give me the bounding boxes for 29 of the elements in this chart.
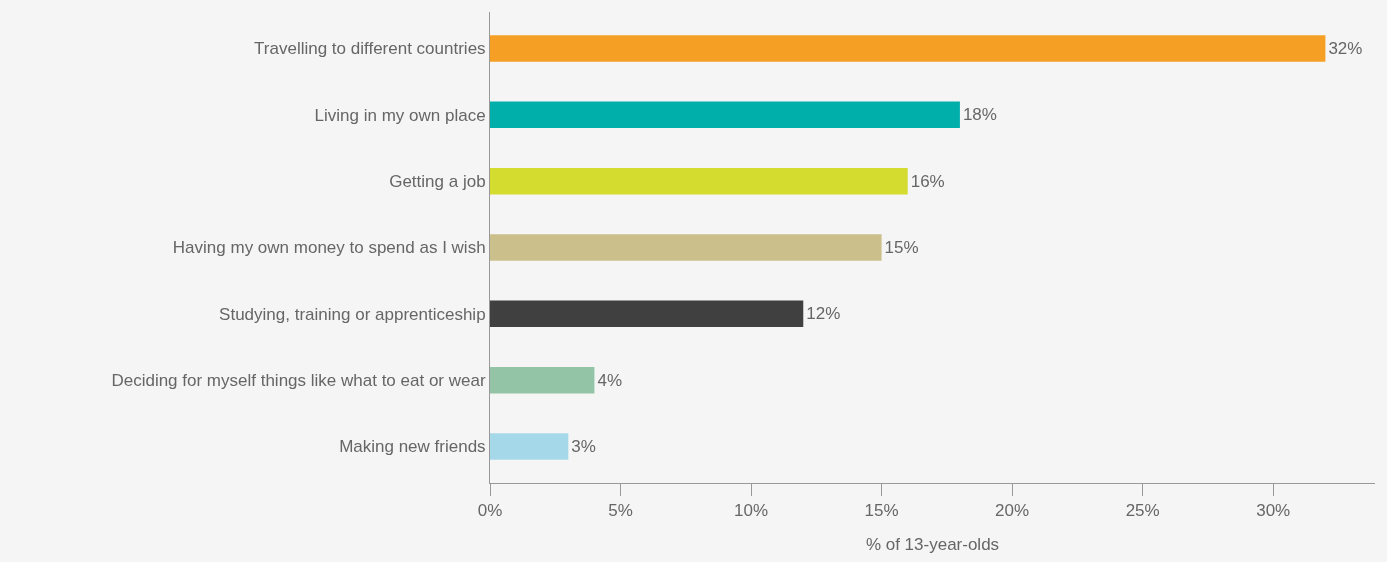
x-tick-label: 20%: [995, 501, 1030, 521]
data-label: 12%: [806, 304, 841, 324]
x-tick-label: 15%: [864, 501, 899, 521]
bar: [490, 167, 908, 195]
y-tick-label: Travelling to different countries: [254, 39, 486, 59]
data-label: 32%: [1328, 38, 1363, 58]
x-axis-title: % of 13-year-olds: [865, 534, 1000, 554]
x-tick-label: 10%: [734, 501, 769, 521]
y-tick-label: Living in my own place: [314, 105, 486, 125]
x-tick-label: 30%: [1256, 501, 1291, 521]
bar: [490, 366, 595, 394]
bar: [490, 300, 804, 328]
x-tick-label: 25%: [1125, 501, 1160, 521]
y-tick-label: Having my own money to spend as I wish: [172, 238, 486, 258]
y-tick-label: Making new friends: [339, 437, 486, 457]
bar: [490, 433, 569, 460]
bar: [490, 234, 882, 261]
x-tick-label: 5%: [608, 501, 633, 521]
bar: [490, 35, 1326, 62]
y-tick-label: Deciding for myself things like what to eat or wear: [111, 371, 486, 391]
data-label: 15%: [884, 238, 919, 257]
data-label: 4%: [597, 370, 622, 390]
x-tick-label: 0%: [477, 501, 503, 521]
data-label: 18%: [962, 105, 997, 125]
y-tick-label: Getting a job: [389, 172, 486, 192]
y-tick-label: Studying, training or apprenticeship: [219, 304, 486, 324]
bar: [490, 101, 960, 129]
data-label: 3%: [571, 437, 596, 457]
data-label: 16%: [910, 171, 945, 191]
